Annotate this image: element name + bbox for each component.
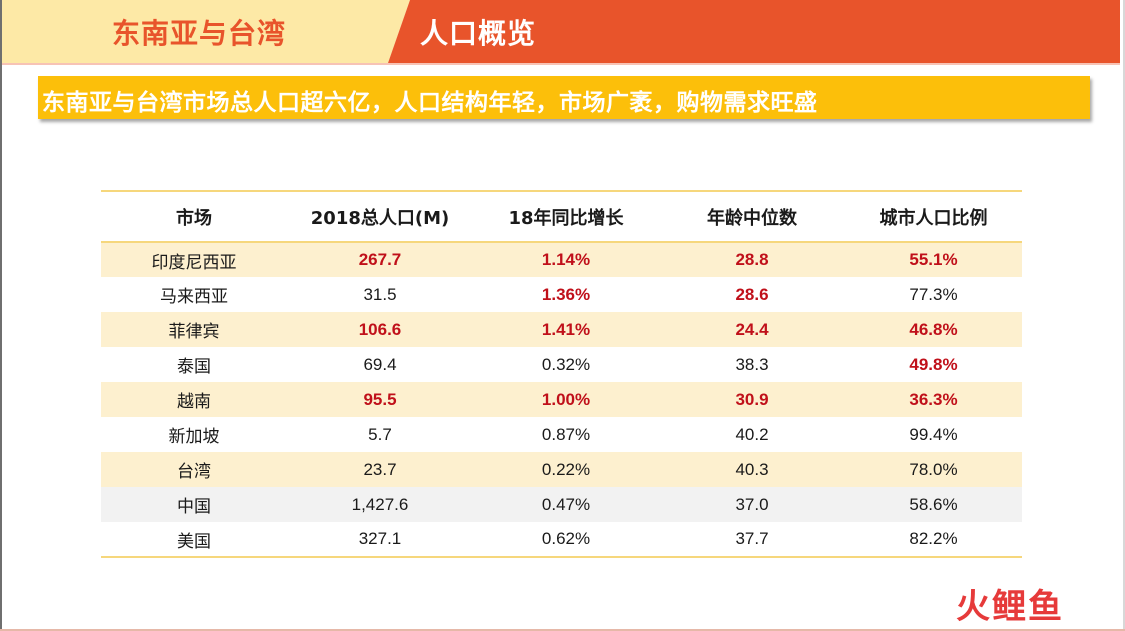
cell-growth: 0.22%	[473, 452, 659, 487]
bottom-border-line	[0, 629, 1125, 631]
cell-population: 31.5	[287, 277, 473, 312]
cell-growth: 1.00%	[473, 382, 659, 417]
right-border-line	[1123, 0, 1125, 631]
header-population: 2018总人口(M)	[287, 191, 473, 243]
cell-median-age: 40.3	[659, 452, 845, 487]
cell-median-age: 37.0	[659, 487, 845, 522]
cell-market: 菲律宾	[101, 312, 287, 347]
cell-median-age: 28.8	[659, 242, 845, 277]
summary-banner-text: 东南亚与台湾市场总人口超六亿，人口结构年轻，市场广袤，购物需求旺盛	[42, 90, 818, 116]
cell-urban-ratio: 36.3%	[845, 382, 1022, 417]
table-row: 马来西亚 31.5 1.36% 28.6 77.3%	[101, 277, 1022, 312]
population-table: 市场 2018总人口(M) 18年同比增长 年龄中位数 城市人口比例 印度尼西亚…	[101, 190, 1022, 558]
cell-market: 马来西亚	[101, 277, 287, 312]
cell-urban-ratio: 46.8%	[845, 312, 1022, 347]
cell-urban-ratio: 78.0%	[845, 452, 1022, 487]
cell-urban-ratio: 49.8%	[845, 347, 1022, 382]
cell-market: 新加坡	[101, 417, 287, 452]
table-row: 新加坡 5.7 0.87% 40.2 99.4%	[101, 417, 1022, 452]
cell-median-age: 28.6	[659, 277, 845, 312]
header-section-title: 人口概览	[420, 17, 537, 50]
left-border-line	[0, 0, 2, 631]
cell-urban-ratio: 82.2%	[845, 522, 1022, 557]
header-market: 市场	[101, 191, 287, 243]
table-row: 菲律宾 106.6 1.41% 24.4 46.8%	[101, 312, 1022, 347]
slide-header: 东南亚与台湾 人口概览	[2, 0, 1120, 63]
header-background	[2, 0, 1120, 63]
cell-population: 5.7	[287, 417, 473, 452]
brand-logo: 火鲤鱼	[956, 586, 1106, 628]
table-row: 台湾 23.7 0.22% 40.3 78.0%	[101, 452, 1022, 487]
cell-market: 越南	[101, 382, 287, 417]
header-region-title: 东南亚与台湾	[112, 17, 287, 50]
cell-population: 267.7	[287, 242, 473, 277]
brand-logo-text: 火鲤鱼	[956, 587, 1064, 627]
summary-banner: 东南亚与台湾市场总人口超六亿，人口结构年轻，市场广袤，购物需求旺盛	[38, 76, 1090, 119]
table-row: 中国 1,427.6 0.47% 37.0 58.6%	[101, 487, 1022, 522]
cell-population: 69.4	[287, 347, 473, 382]
header-median-age: 年龄中位数	[659, 191, 845, 243]
cell-urban-ratio: 77.3%	[845, 277, 1022, 312]
cell-median-age: 30.9	[659, 382, 845, 417]
cell-median-age: 37.7	[659, 522, 845, 557]
cell-market: 中国	[101, 487, 287, 522]
header-right-band	[388, 0, 1120, 63]
header-urban-ratio: 城市人口比例	[845, 191, 1022, 243]
cell-market: 泰国	[101, 347, 287, 382]
cell-market: 印度尼西亚	[101, 242, 287, 277]
cell-population: 106.6	[287, 312, 473, 347]
cell-growth: 0.47%	[473, 487, 659, 522]
header-growth: 18年同比增长	[473, 191, 659, 243]
cell-population: 23.7	[287, 452, 473, 487]
cell-population: 1,427.6	[287, 487, 473, 522]
cell-population: 95.5	[287, 382, 473, 417]
cell-growth: 1.41%	[473, 312, 659, 347]
cell-urban-ratio: 99.4%	[845, 417, 1022, 452]
cell-growth: 1.36%	[473, 277, 659, 312]
table-row: 美国 327.1 0.62% 37.7 82.2%	[101, 522, 1022, 557]
cell-market: 美国	[101, 522, 287, 557]
cell-growth: 0.62%	[473, 522, 659, 557]
cell-market: 台湾	[101, 452, 287, 487]
cell-median-age: 38.3	[659, 347, 845, 382]
table-header-row: 市场 2018总人口(M) 18年同比增长 年龄中位数 城市人口比例	[101, 191, 1022, 243]
cell-growth: 0.32%	[473, 347, 659, 382]
cell-median-age: 24.4	[659, 312, 845, 347]
table-row: 泰国 69.4 0.32% 38.3 49.8%	[101, 347, 1022, 382]
cell-urban-ratio: 58.6%	[845, 487, 1022, 522]
cell-population: 327.1	[287, 522, 473, 557]
table-row: 印度尼西亚 267.7 1.14% 28.8 55.1%	[101, 242, 1022, 277]
cell-urban-ratio: 55.1%	[845, 242, 1022, 277]
header-underline	[2, 63, 1120, 65]
cell-growth: 0.87%	[473, 417, 659, 452]
table-body: 印度尼西亚 267.7 1.14% 28.8 55.1% 马来西亚 31.5 1.36% 28…	[101, 242, 1022, 557]
cell-median-age: 40.2	[659, 417, 845, 452]
header-left-band	[2, 0, 410, 63]
cell-growth: 1.14%	[473, 242, 659, 277]
table-row: 越南 95.5 1.00% 30.9 36.3%	[101, 382, 1022, 417]
